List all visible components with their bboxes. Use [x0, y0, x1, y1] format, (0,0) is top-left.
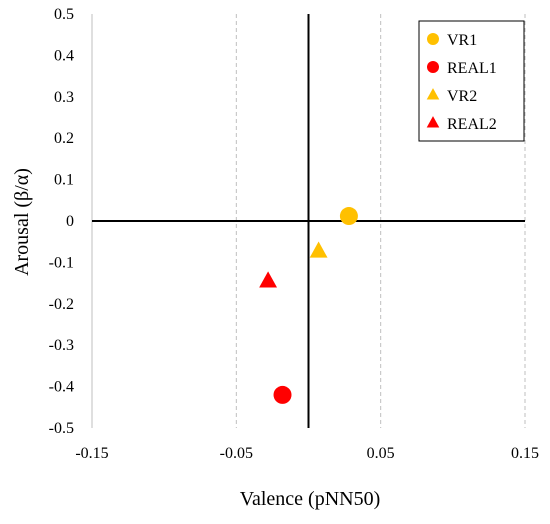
y-tick-label: 0 — [66, 213, 74, 230]
legend-marker-real2 — [426, 116, 440, 128]
y-tick-label: -0.1 — [49, 254, 74, 271]
y-tick-label: -0.4 — [49, 379, 74, 396]
data-point-real1 — [273, 385, 292, 404]
legend-label: REAL2 — [447, 116, 497, 133]
y-tick-label: 0.2 — [54, 130, 74, 147]
data-point-vr2 — [309, 241, 328, 258]
data-points — [259, 207, 358, 404]
legend-box — [418, 20, 525, 142]
y-tick-label: -0.5 — [49, 420, 74, 437]
axes — [91, 14, 525, 428]
data-point-vr1 — [339, 207, 358, 226]
legend-marker-vr1 — [427, 33, 439, 45]
legend-label: VR2 — [447, 88, 477, 105]
y-tick-label: 0.5 — [54, 6, 74, 23]
legend: VR1 REAL1 VR2 REAL2 — [418, 20, 525, 142]
y-tick-label: 0.3 — [54, 89, 74, 106]
x-axis-title: Valence (pNN50) — [240, 488, 381, 510]
x-tick-label: 0.15 — [511, 445, 539, 462]
data-point-real2 — [259, 271, 278, 288]
legend-marker-vr2 — [426, 88, 440, 100]
legend-marker-real1 — [427, 61, 439, 73]
x-tick-label: 0.05 — [367, 445, 395, 462]
x-tick-label: -0.05 — [220, 445, 253, 462]
x-tick-label: -0.15 — [75, 445, 108, 462]
y-axis-title: Arousal (β/α) — [11, 168, 33, 276]
legend-label: VR1 — [447, 32, 477, 49]
tick-labels: 0.5 0.4 0.3 0.2 0.1 0 -0.1 -0.2 -0.3 -0.4 -0.5-0.1… — [49, 6, 539, 462]
y-tick-label: 0.1 — [54, 172, 74, 189]
y-tick-label: -0.2 — [49, 296, 74, 313]
y-tick-label: 0.4 — [54, 47, 74, 64]
y-tick-label: -0.3 — [49, 337, 74, 354]
legend-label: REAL1 — [447, 60, 497, 77]
